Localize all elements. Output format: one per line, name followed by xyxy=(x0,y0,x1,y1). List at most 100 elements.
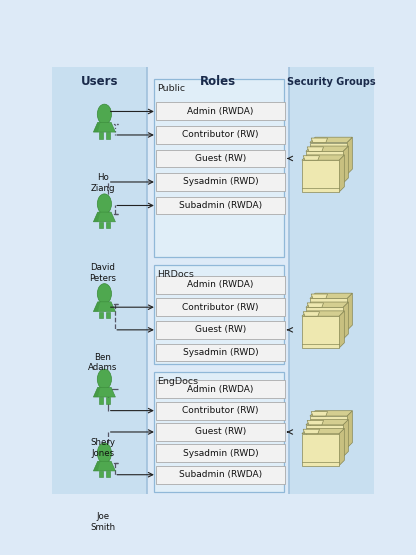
Polygon shape xyxy=(311,138,327,143)
FancyBboxPatch shape xyxy=(156,344,285,361)
Polygon shape xyxy=(99,471,103,477)
Text: Guest (RW): Guest (RW) xyxy=(195,325,246,334)
Bar xyxy=(302,316,339,348)
Text: Security Groups: Security Groups xyxy=(287,77,376,87)
Polygon shape xyxy=(93,212,115,222)
Ellipse shape xyxy=(97,104,111,124)
Text: Guest (RW): Guest (RW) xyxy=(195,154,246,163)
Polygon shape xyxy=(106,132,110,139)
FancyBboxPatch shape xyxy=(156,149,285,168)
FancyBboxPatch shape xyxy=(156,380,285,398)
Text: HRDocs: HRDocs xyxy=(157,270,194,279)
Bar xyxy=(310,299,347,330)
Bar xyxy=(289,67,374,494)
Polygon shape xyxy=(93,122,100,132)
Polygon shape xyxy=(339,428,344,466)
Polygon shape xyxy=(339,155,344,192)
Text: Contributor (RW): Contributor (RW) xyxy=(182,406,259,415)
Polygon shape xyxy=(93,461,115,471)
Polygon shape xyxy=(347,293,352,330)
Polygon shape xyxy=(93,461,100,471)
FancyBboxPatch shape xyxy=(156,321,285,339)
Text: Subadmin (RWDA): Subadmin (RWDA) xyxy=(179,201,262,210)
Polygon shape xyxy=(347,137,352,174)
Polygon shape xyxy=(303,312,319,316)
Polygon shape xyxy=(343,146,348,183)
Bar xyxy=(302,433,339,466)
Ellipse shape xyxy=(97,443,111,463)
Text: Contributor (RW): Contributor (RW) xyxy=(182,130,259,139)
Polygon shape xyxy=(93,302,100,311)
Bar xyxy=(306,425,343,457)
Polygon shape xyxy=(106,471,110,477)
Polygon shape xyxy=(99,222,103,228)
Polygon shape xyxy=(310,411,352,416)
Polygon shape xyxy=(106,397,110,403)
Polygon shape xyxy=(99,311,103,318)
FancyBboxPatch shape xyxy=(156,196,285,214)
Polygon shape xyxy=(302,155,344,160)
FancyBboxPatch shape xyxy=(156,466,285,484)
Bar xyxy=(52,67,147,494)
Text: Admin (RWDA): Admin (RWDA) xyxy=(187,280,254,289)
Text: David
Peters: David Peters xyxy=(89,263,116,282)
Bar xyxy=(147,67,289,494)
Polygon shape xyxy=(307,420,324,425)
Bar xyxy=(310,143,347,174)
Bar xyxy=(306,307,343,339)
Ellipse shape xyxy=(97,284,111,304)
Text: Sysadmin (RWD): Sysadmin (RWD) xyxy=(183,178,258,186)
Text: Shery
Jones: Shery Jones xyxy=(90,438,115,458)
Polygon shape xyxy=(93,302,115,311)
Polygon shape xyxy=(343,420,348,457)
Text: Guest (RW): Guest (RW) xyxy=(195,427,246,436)
Polygon shape xyxy=(343,302,348,339)
FancyBboxPatch shape xyxy=(156,402,285,420)
Bar xyxy=(306,152,343,183)
FancyBboxPatch shape xyxy=(156,276,285,294)
Polygon shape xyxy=(311,294,327,299)
Polygon shape xyxy=(93,387,115,397)
Polygon shape xyxy=(303,156,319,160)
Polygon shape xyxy=(93,212,100,222)
Polygon shape xyxy=(106,222,110,228)
Polygon shape xyxy=(307,147,324,152)
FancyBboxPatch shape xyxy=(156,298,285,316)
Text: EngDocs: EngDocs xyxy=(157,377,198,386)
Ellipse shape xyxy=(97,194,111,214)
Text: Ho
Ziang: Ho Ziang xyxy=(91,173,115,193)
Text: Roles: Roles xyxy=(200,75,236,88)
FancyBboxPatch shape xyxy=(156,423,285,441)
Ellipse shape xyxy=(97,369,111,389)
Polygon shape xyxy=(302,428,344,433)
FancyBboxPatch shape xyxy=(156,103,285,120)
Text: Sysadmin (RWD): Sysadmin (RWD) xyxy=(183,348,258,357)
Text: Admin (RWDA): Admin (RWDA) xyxy=(187,385,254,393)
FancyBboxPatch shape xyxy=(156,126,285,144)
Polygon shape xyxy=(306,146,348,152)
Polygon shape xyxy=(99,132,103,139)
Polygon shape xyxy=(306,302,348,307)
Polygon shape xyxy=(93,387,100,397)
Polygon shape xyxy=(93,122,115,132)
Polygon shape xyxy=(310,293,352,299)
Polygon shape xyxy=(307,303,324,307)
Polygon shape xyxy=(347,411,352,448)
Bar xyxy=(302,160,339,192)
Polygon shape xyxy=(311,412,327,416)
FancyBboxPatch shape xyxy=(156,173,285,191)
Text: Ben
Adams: Ben Adams xyxy=(88,353,117,372)
Polygon shape xyxy=(303,429,319,433)
FancyBboxPatch shape xyxy=(156,445,285,462)
Text: Users: Users xyxy=(81,75,118,88)
Text: Contributor (RW): Contributor (RW) xyxy=(182,302,259,312)
Text: Public: Public xyxy=(157,84,185,93)
Polygon shape xyxy=(339,311,344,348)
Text: Subadmin (RWDA): Subadmin (RWDA) xyxy=(179,470,262,479)
Text: Joe
Smith: Joe Smith xyxy=(90,512,115,532)
Polygon shape xyxy=(302,311,344,316)
Polygon shape xyxy=(310,137,352,143)
Text: Sysadmin (RWD): Sysadmin (RWD) xyxy=(183,449,258,458)
FancyBboxPatch shape xyxy=(154,79,284,257)
FancyBboxPatch shape xyxy=(154,372,284,492)
